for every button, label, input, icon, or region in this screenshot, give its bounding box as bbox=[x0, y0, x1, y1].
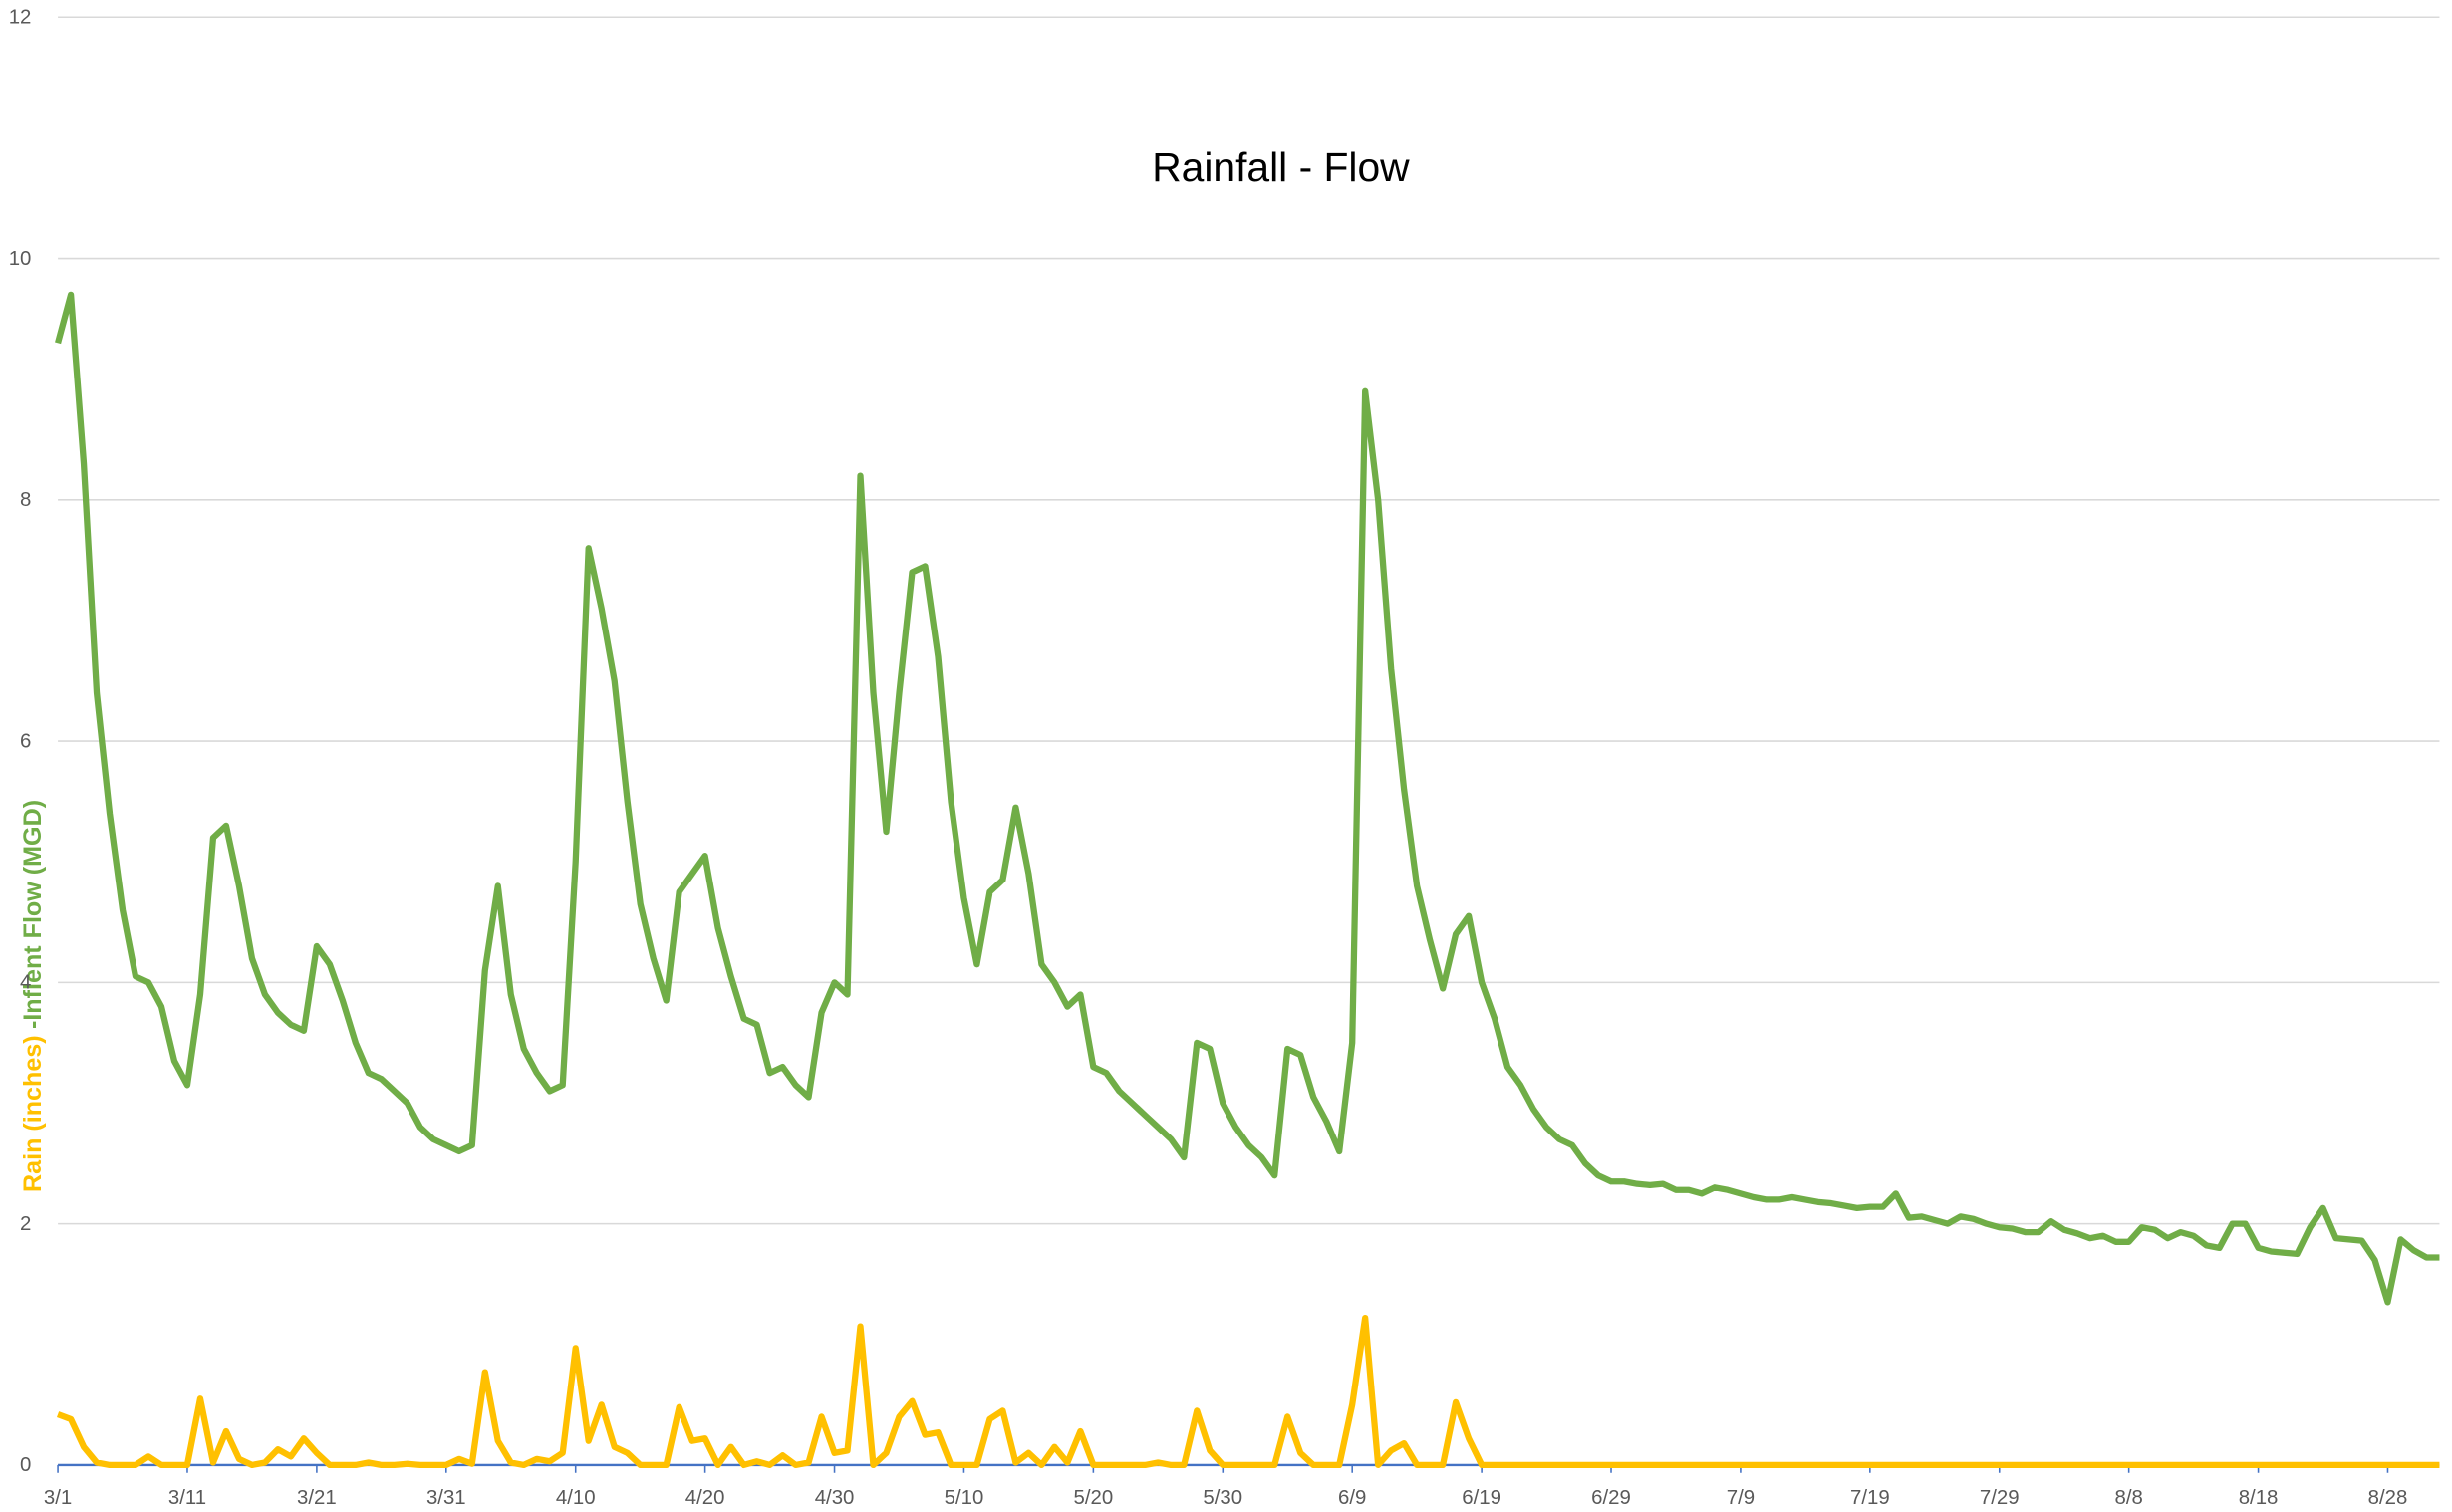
x-tick-label: 5/10 bbox=[945, 1487, 984, 1509]
y-tick-label: 8 bbox=[20, 489, 31, 511]
y-tick-label: 12 bbox=[9, 7, 32, 29]
x-tick-label: 7/19 bbox=[1850, 1487, 1890, 1509]
x-tick-label: 7/9 bbox=[1727, 1487, 1755, 1509]
series-line bbox=[55, 291, 2440, 1306]
series-line bbox=[56, 1314, 2440, 1469]
x-tick-label: 3/21 bbox=[297, 1487, 337, 1509]
x-tick-label: 7/29 bbox=[1980, 1487, 2020, 1509]
x-tick-label: 5/30 bbox=[1203, 1487, 1242, 1509]
y-tick-label: 2 bbox=[20, 1213, 31, 1235]
x-tick-label: 8/28 bbox=[2368, 1487, 2408, 1509]
x-tick-label: 8/18 bbox=[2239, 1487, 2279, 1509]
y-tick-label: 4 bbox=[20, 972, 31, 994]
y-tick-label: 6 bbox=[20, 730, 31, 752]
x-tick-label: 3/11 bbox=[168, 1487, 206, 1509]
x-tick-label: 4/10 bbox=[556, 1487, 596, 1509]
y-label-flow: -Inflent Flow (MGD) bbox=[19, 800, 47, 1029]
x-tick-label: 3/31 bbox=[426, 1487, 466, 1509]
chart-title: Rainfall - Flow bbox=[1152, 144, 1410, 190]
x-tick-label: 6/29 bbox=[1591, 1487, 1631, 1509]
y-tick-label: 10 bbox=[9, 248, 32, 270]
x-tick-label: 6/19 bbox=[1462, 1487, 1501, 1509]
x-tick-label: 4/20 bbox=[685, 1487, 725, 1509]
x-tick-label: 6/9 bbox=[1338, 1487, 1366, 1509]
x-tick-label: 5/20 bbox=[1074, 1487, 1114, 1509]
y-tick-label: 0 bbox=[20, 1454, 31, 1476]
y-axis-label: Rain (inches) -Inflent Flow (MGD) bbox=[19, 800, 47, 1192]
x-tick-label: 3/1 bbox=[44, 1487, 72, 1509]
x-tick-label: 4/30 bbox=[815, 1487, 855, 1509]
x-tick-label: 8/8 bbox=[2114, 1487, 2142, 1509]
y-label-rain: Rain (inches) bbox=[19, 1035, 47, 1192]
